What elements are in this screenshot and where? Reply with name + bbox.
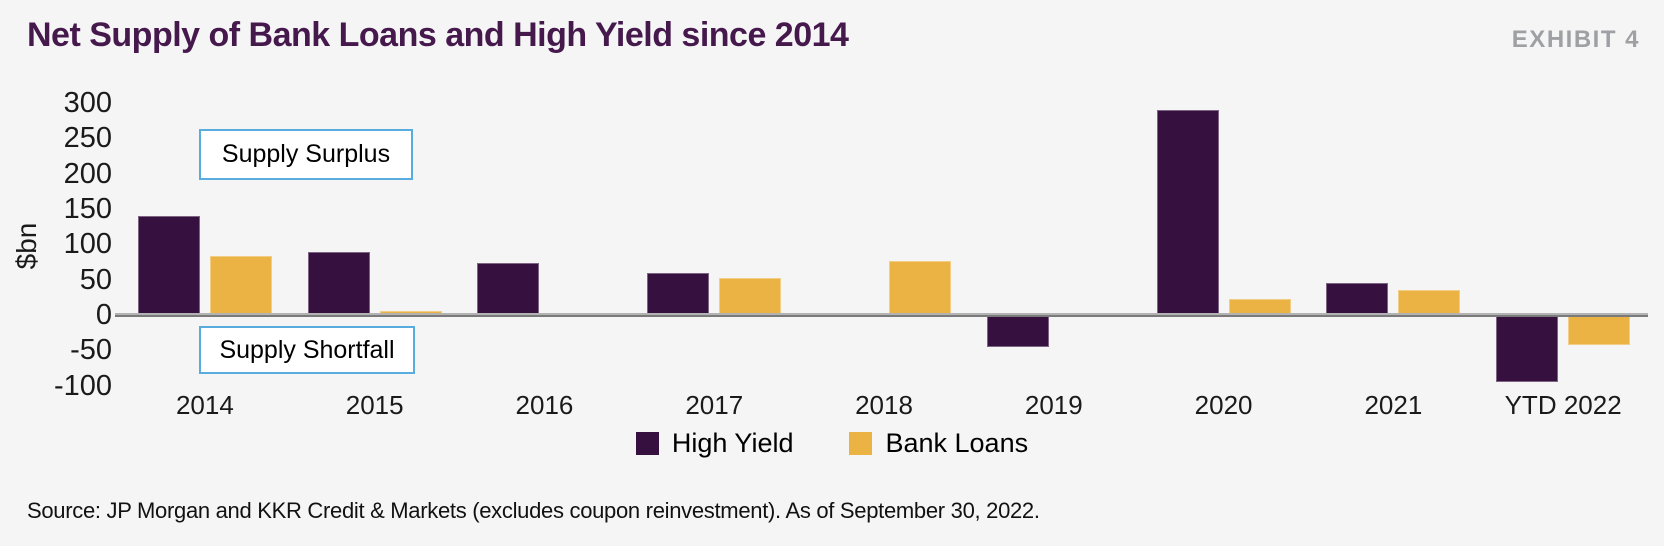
bar-high-yield-2017 (647, 272, 710, 315)
bar-bank-loans-2018 (889, 260, 951, 315)
y-tick-label: 300 (63, 87, 112, 119)
legend-label: Bank Loans (885, 427, 1029, 458)
legend-label: High Yield (671, 427, 794, 458)
chart-region: $bn 300 250 200 150 100 50 0 -50 -100 Supply Sur… (0, 87, 1664, 402)
legend-item-bank-loans: Bank Loans (849, 428, 1028, 459)
legend-item-high-yield: High Yield (635, 427, 794, 459)
bar-high-yield-2014 (137, 216, 200, 315)
bar-high-yield-2016 (477, 263, 540, 315)
legend-swatch-icon (849, 431, 873, 455)
supply-shortfall-annotation: Supply Shortfall (199, 326, 415, 374)
y-tick-label: -50 (70, 334, 112, 367)
bar-bank-loans-2014 (209, 256, 272, 315)
x-axis-label-2021: 2021 (1364, 390, 1423, 420)
plot-area (120, 95, 1648, 390)
y-tick-label: 200 (63, 157, 112, 190)
bar-high-yield-ytd-2022 (1496, 315, 1559, 383)
supply-shortfall-label: Supply Shortfall (219, 335, 395, 364)
legend-swatch-icon (635, 431, 659, 455)
source-note: Source: JP Morgan and KKR Credit & Marke… (27, 498, 1040, 523)
bar-bank-loans-2017 (719, 277, 782, 315)
x-axis-label-2019: 2019 (1024, 390, 1083, 420)
x-axis-label-2014: 2014 (175, 390, 234, 420)
y-tick-label: -100 (53, 369, 112, 402)
bar-high-yield-2020 (1156, 110, 1219, 315)
legend: High Yield Bank Loans (0, 427, 1664, 459)
supply-surplus-label: Supply Surplus (221, 140, 391, 168)
supply-surplus-annotation: Supply Surplus (199, 129, 413, 180)
y-tick-label: 100 (63, 228, 112, 261)
bar-bank-loans-2021 (1398, 290, 1461, 315)
y-tick-label: 250 (63, 122, 112, 155)
x-axis-label-2015: 2015 (345, 390, 404, 420)
x-axis-labels: 2014 2015 2016 2017 2018 2019 2020 2021 YTD 2022 (120, 390, 1648, 422)
y-tick-label: 0 (95, 299, 112, 331)
x-axis-label-2018: 2018 (855, 390, 913, 420)
y-axis-ticks: 300 250 200 150 100 50 0 -50 -100 (0, 87, 112, 402)
x-axis-label-2016: 2016 (515, 390, 574, 420)
bar-high-yield-2015 (307, 252, 370, 315)
bar-bank-loans-ytd-2022 (1568, 315, 1631, 346)
y-tick-label: 150 (63, 192, 112, 225)
exhibit-label: EXHIBIT 4 (1511, 26, 1640, 53)
bar-high-yield-2021 (1326, 283, 1389, 315)
x-axis-label-ytd-2022: YTD 2022 (1504, 390, 1622, 420)
x-axis-label-2020: 2020 (1194, 390, 1253, 420)
zero-axis-line (115, 313, 1648, 317)
bar-high-yield-2019 (986, 315, 1049, 347)
y-tick-label: 50 (79, 263, 112, 296)
page-title: Net Supply of Bank Loans and High Yield … (27, 16, 849, 54)
x-axis-label-2017: 2017 (685, 390, 744, 420)
